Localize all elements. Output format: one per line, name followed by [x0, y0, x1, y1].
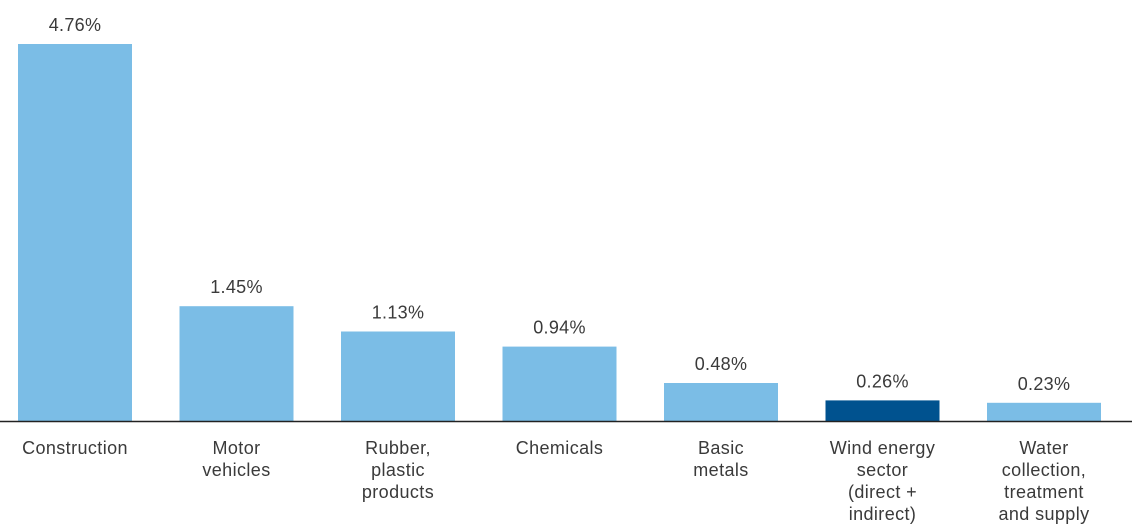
- category-label-line: Rubber,: [365, 438, 431, 458]
- category-label-line: metals: [693, 460, 748, 480]
- value-labels-group: 4.76% 1.45% 1.13% 0.94% 0.48% 0.26% 0.23%: [49, 15, 1071, 394]
- category-label-line: Construction: [22, 438, 128, 458]
- category-label-3: Chemicals: [516, 438, 604, 458]
- category-label-line: sector: [857, 460, 908, 480]
- category-labels-group: Construction Motor vehicles Rubber, plastic p…: [22, 438, 1089, 524]
- category-label-2: Rubber, plastic products: [362, 438, 434, 502]
- value-label-5: 0.26%: [856, 371, 909, 391]
- bar-0: [18, 44, 132, 421]
- value-label-6: 0.23%: [1018, 374, 1071, 394]
- bars-group: [18, 44, 1101, 421]
- bar-1: [179, 306, 294, 421]
- category-label-line: Chemicals: [516, 438, 604, 458]
- category-label-0: Construction: [22, 438, 128, 458]
- category-label-line: Wind energy: [830, 438, 935, 458]
- bar-6: [987, 402, 1101, 421]
- bar-3: [502, 346, 617, 421]
- category-label-line: vehicles: [202, 460, 270, 480]
- bar-4: [664, 383, 778, 421]
- category-label-line: Motor: [212, 438, 260, 458]
- category-label-6: Water collection, treatment and supply: [998, 438, 1089, 524]
- value-label-2: 1.13%: [372, 303, 425, 323]
- category-label-line: plastic: [371, 460, 425, 480]
- value-label-0: 4.76%: [49, 15, 102, 35]
- category-label-line: (direct +: [848, 482, 917, 502]
- bar-5: [825, 400, 940, 421]
- category-label-5: Wind energy sector (direct + indirect): [830, 438, 935, 524]
- value-label-3: 0.94%: [533, 318, 586, 338]
- category-label-4: Basic metals: [693, 438, 748, 480]
- value-label-1: 1.45%: [210, 277, 263, 297]
- category-label-1: Motor vehicles: [202, 438, 270, 480]
- category-label-line: Basic: [698, 438, 744, 458]
- bar-2: [341, 331, 455, 421]
- category-label-line: treatment: [1004, 482, 1084, 502]
- category-label-line: and supply: [998, 504, 1089, 524]
- category-label-line: indirect): [849, 504, 917, 524]
- category-label-line: products: [362, 482, 434, 502]
- category-label-line: Water: [1019, 438, 1068, 458]
- value-label-4: 0.48%: [695, 354, 748, 374]
- category-label-line: collection,: [1002, 460, 1086, 480]
